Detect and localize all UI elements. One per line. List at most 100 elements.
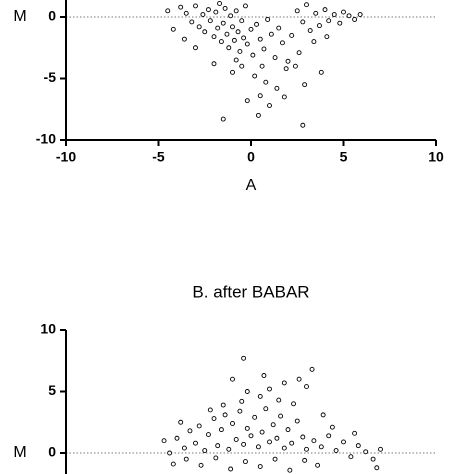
x-tick-label: -5 xyxy=(152,149,165,165)
point xyxy=(309,366,315,372)
x-tick-label: 5 xyxy=(340,149,348,165)
point xyxy=(196,423,202,429)
point xyxy=(318,69,324,75)
point xyxy=(250,52,256,58)
point xyxy=(220,116,226,122)
point xyxy=(331,12,337,17)
point xyxy=(241,35,247,41)
point xyxy=(268,31,274,37)
point xyxy=(352,430,358,436)
point xyxy=(259,429,265,435)
point xyxy=(218,427,224,433)
point xyxy=(170,26,176,32)
x-tick-label: 10 xyxy=(428,149,444,165)
point xyxy=(304,384,309,390)
point xyxy=(254,21,259,27)
y-tick-label: 0 xyxy=(48,8,56,24)
point xyxy=(242,3,248,9)
point xyxy=(272,456,278,462)
point xyxy=(261,373,267,378)
point xyxy=(300,19,306,25)
point xyxy=(183,456,189,462)
point xyxy=(311,438,317,444)
point xyxy=(326,433,332,439)
y-tick-label: -10 xyxy=(36,131,56,147)
point xyxy=(267,103,272,109)
point xyxy=(274,85,280,91)
point xyxy=(289,33,295,38)
point xyxy=(294,418,300,424)
point xyxy=(318,444,324,450)
point xyxy=(302,457,308,463)
point xyxy=(233,437,239,442)
point xyxy=(239,18,245,24)
point xyxy=(205,432,211,437)
point xyxy=(239,398,245,404)
point xyxy=(257,464,263,469)
point xyxy=(315,462,321,468)
point xyxy=(341,9,346,15)
point xyxy=(355,443,361,449)
point xyxy=(285,427,291,433)
point xyxy=(226,45,232,51)
point xyxy=(189,19,195,25)
point xyxy=(213,9,219,15)
point xyxy=(207,18,213,24)
point xyxy=(357,12,363,17)
point xyxy=(374,465,380,471)
point xyxy=(170,461,176,467)
point xyxy=(239,63,245,69)
point xyxy=(300,434,306,440)
point xyxy=(200,12,206,17)
y-axis-label: M xyxy=(13,8,26,25)
point xyxy=(220,20,226,26)
point xyxy=(257,393,263,399)
point xyxy=(230,376,235,382)
point xyxy=(218,39,224,45)
point xyxy=(233,57,239,63)
point xyxy=(363,449,369,455)
point xyxy=(291,401,296,407)
point xyxy=(181,445,187,451)
point xyxy=(224,31,230,37)
point xyxy=(222,412,228,418)
point xyxy=(211,34,217,40)
point xyxy=(193,45,198,51)
y-axis-label: M xyxy=(13,444,26,461)
point xyxy=(296,50,302,56)
point xyxy=(211,416,217,422)
panel-title: B. after BABAR xyxy=(192,282,309,301)
point xyxy=(187,428,193,434)
point xyxy=(296,376,302,382)
point xyxy=(248,433,254,439)
point xyxy=(300,122,306,128)
point xyxy=(261,46,267,52)
point xyxy=(215,443,221,449)
point xyxy=(178,4,184,10)
point xyxy=(320,412,326,418)
point xyxy=(370,456,376,462)
point xyxy=(193,440,198,446)
point xyxy=(346,13,352,19)
point xyxy=(257,93,263,99)
point xyxy=(248,26,254,32)
point xyxy=(311,39,317,45)
point xyxy=(230,421,235,426)
x-tick-label: 0 xyxy=(247,149,255,165)
point xyxy=(202,448,208,453)
point xyxy=(280,40,285,46)
point xyxy=(329,424,335,430)
point xyxy=(211,61,217,67)
point xyxy=(165,8,171,14)
point xyxy=(241,355,247,361)
point xyxy=(255,444,261,450)
point xyxy=(378,446,383,452)
point xyxy=(267,386,272,392)
point xyxy=(307,28,313,33)
point xyxy=(217,1,223,6)
point xyxy=(244,98,250,104)
point xyxy=(167,450,173,456)
point xyxy=(304,446,309,452)
point xyxy=(241,441,247,447)
